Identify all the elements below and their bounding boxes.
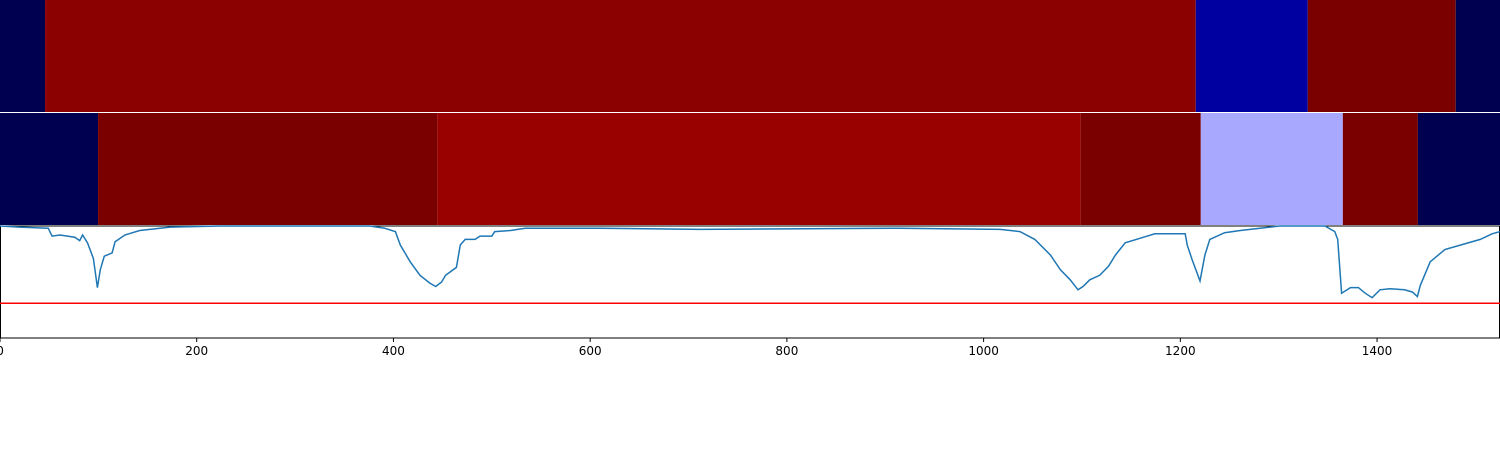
- segment: [1307, 0, 1456, 112]
- x-tick-label: 800: [775, 344, 798, 358]
- x-tick-label: 600: [579, 344, 602, 358]
- x-tick-label: 1200: [1165, 344, 1196, 358]
- segment: [45, 0, 1196, 112]
- segment: [1195, 0, 1308, 112]
- segment: [437, 113, 1081, 225]
- segment: [1417, 113, 1500, 225]
- x-tick-label: 200: [185, 344, 208, 358]
- x-tick-label: 0: [0, 344, 4, 358]
- segment: [1200, 113, 1343, 225]
- x-tick-label: 1400: [1362, 344, 1393, 358]
- line-series: [0, 225, 1500, 299]
- x-tick-label: 1000: [968, 344, 999, 358]
- segment: [0, 113, 99, 225]
- segment: [1080, 113, 1201, 225]
- x-tick-label: 400: [382, 344, 405, 358]
- segment: [98, 113, 438, 225]
- plot-frame: [0, 225, 1500, 339]
- segment: [0, 0, 46, 112]
- segment: [1342, 113, 1418, 225]
- segment: [1455, 0, 1500, 112]
